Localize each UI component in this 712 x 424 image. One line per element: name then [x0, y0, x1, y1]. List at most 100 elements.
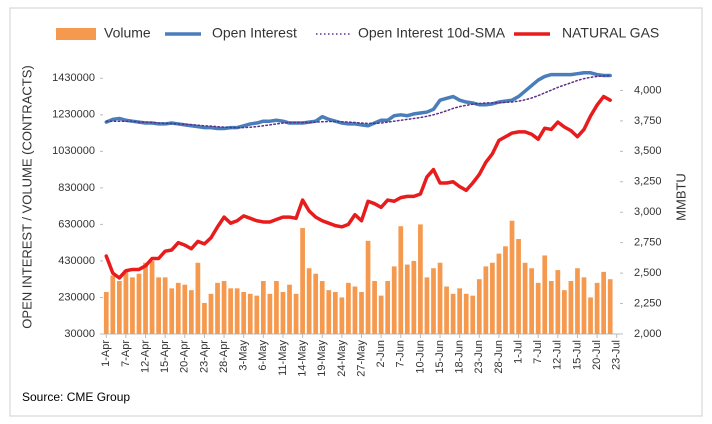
legend-label: NATURAL GAS: [562, 25, 659, 41]
volume-bar: [398, 226, 404, 334]
y-tick-label: 230000: [58, 291, 95, 303]
x-tick-label: 3-May: [238, 340, 250, 371]
volume-bar: [404, 264, 410, 334]
volume-bar: [503, 246, 508, 334]
volume-bar: [123, 270, 129, 334]
volume-bar: [588, 297, 593, 334]
volume-bar: [274, 281, 279, 334]
volume-bar: [110, 275, 116, 334]
y-tick-label: 430000: [58, 255, 95, 267]
volume-bar: [496, 253, 502, 334]
x-tick-label: 24-May: [336, 340, 348, 377]
volume-bar: [130, 277, 135, 334]
x-tick-label: 18-Jun: [454, 340, 466, 374]
volume-bar: [476, 279, 482, 334]
volume-bar: [581, 277, 587, 334]
volume-bar: [431, 268, 436, 334]
volume-bar: [188, 290, 194, 334]
x-tick-label: 2-Jun: [375, 340, 387, 368]
y2-tick-label: 2,500: [634, 267, 662, 279]
volume-bar: [215, 282, 220, 334]
volume-bar: [195, 262, 201, 334]
x-tick-label: 7-Jun: [395, 340, 407, 368]
y-tick-label: 1230000: [52, 109, 95, 121]
volume-bar: [372, 281, 377, 334]
volume-bar: [287, 284, 292, 334]
source: Source: CME Group: [22, 390, 130, 404]
x-tick-label: 19-May: [316, 340, 328, 377]
y-tick-label: 630000: [58, 218, 95, 230]
volume-bar: [378, 295, 384, 334]
volume-bar: [516, 239, 521, 334]
x-tick-label: 23-Jun: [473, 340, 485, 374]
y-tick-label: 830000: [58, 182, 95, 194]
x-tick-label: 7-Apr: [120, 340, 132, 367]
x-tick-label: 11-May: [277, 340, 289, 376]
x-tick-label: 15-Jun: [434, 340, 446, 374]
volume-bar: [117, 281, 122, 334]
volume-bar: [234, 288, 240, 334]
y2-axis-label: MMBTU: [673, 173, 688, 221]
x-tick-label: 7-Jul: [532, 340, 544, 364]
legend-swatch: [56, 28, 96, 40]
volume-bar: [267, 293, 273, 334]
volume-bar: [385, 281, 391, 334]
x-tick-label: 1-Jul: [512, 340, 524, 364]
legend-label: Open Interest: [212, 25, 297, 41]
volume-bar: [607, 279, 613, 334]
y-tick-label: 1430000: [52, 72, 95, 84]
volume-bar: [522, 262, 528, 334]
volume-bar: [306, 268, 312, 334]
volume-bar: [254, 295, 260, 334]
x-tick-label: 28-Apr: [218, 340, 230, 373]
volume-bar: [208, 293, 214, 334]
legend-label: Volume: [104, 25, 151, 41]
volume-bar: [450, 293, 456, 334]
volume-bar: [575, 268, 580, 334]
y2-tick-label: 4,000: [634, 84, 662, 96]
volume-bar: [601, 271, 606, 334]
series-line: [104, 94, 612, 280]
volume-bar: [568, 281, 574, 334]
x-tick-label: 28-Jun: [493, 340, 505, 374]
volume-bar: [411, 260, 417, 334]
volume-bar: [562, 290, 567, 334]
volume-bar: [548, 281, 554, 334]
x-tick-label: 15-Jul: [571, 340, 583, 370]
y2-tick-label: 3,250: [634, 176, 662, 188]
x-tick-label: 15-Apr: [159, 340, 171, 373]
volume-bar: [202, 302, 207, 334]
x-tick-label: 20-Apr: [179, 340, 191, 373]
volume-bar: [529, 268, 535, 334]
volume-bar: [241, 291, 247, 334]
volume-bar: [175, 282, 181, 334]
volume-bar: [509, 220, 515, 334]
volume-bar: [103, 291, 109, 334]
volume-bar: [339, 297, 345, 334]
volume-bar: [437, 262, 443, 334]
x-tick-label: 20-Jul: [591, 340, 603, 370]
volume-bar: [182, 284, 188, 334]
y2-tick-label: 2,750: [634, 237, 662, 249]
volume-bar: [221, 281, 227, 334]
volume-bar: [280, 291, 286, 334]
y-tick-label: 30000: [64, 328, 95, 340]
series-line: [105, 74, 611, 129]
volume-bar: [143, 262, 148, 334]
volume-bar: [535, 282, 541, 334]
volume-bar: [149, 260, 155, 334]
y2-tick-label: 2,000: [634, 328, 662, 340]
y-tick-label: 1030000: [52, 145, 95, 157]
legend-label: Open Interest 10d-SMA: [358, 25, 506, 41]
volume-bar: [332, 291, 338, 334]
volume-bar: [463, 293, 469, 334]
y2-tick-label: 2,250: [634, 297, 662, 309]
volume-bar: [365, 240, 371, 334]
volume-bar: [470, 295, 476, 334]
volume-bar: [300, 228, 305, 334]
volume-bar: [228, 288, 233, 334]
x-tick-label: 23-Jul: [611, 340, 623, 370]
volume-bar: [542, 255, 548, 334]
x-tick-label: 12-Apr: [139, 340, 151, 373]
volume-bar: [247, 293, 253, 334]
